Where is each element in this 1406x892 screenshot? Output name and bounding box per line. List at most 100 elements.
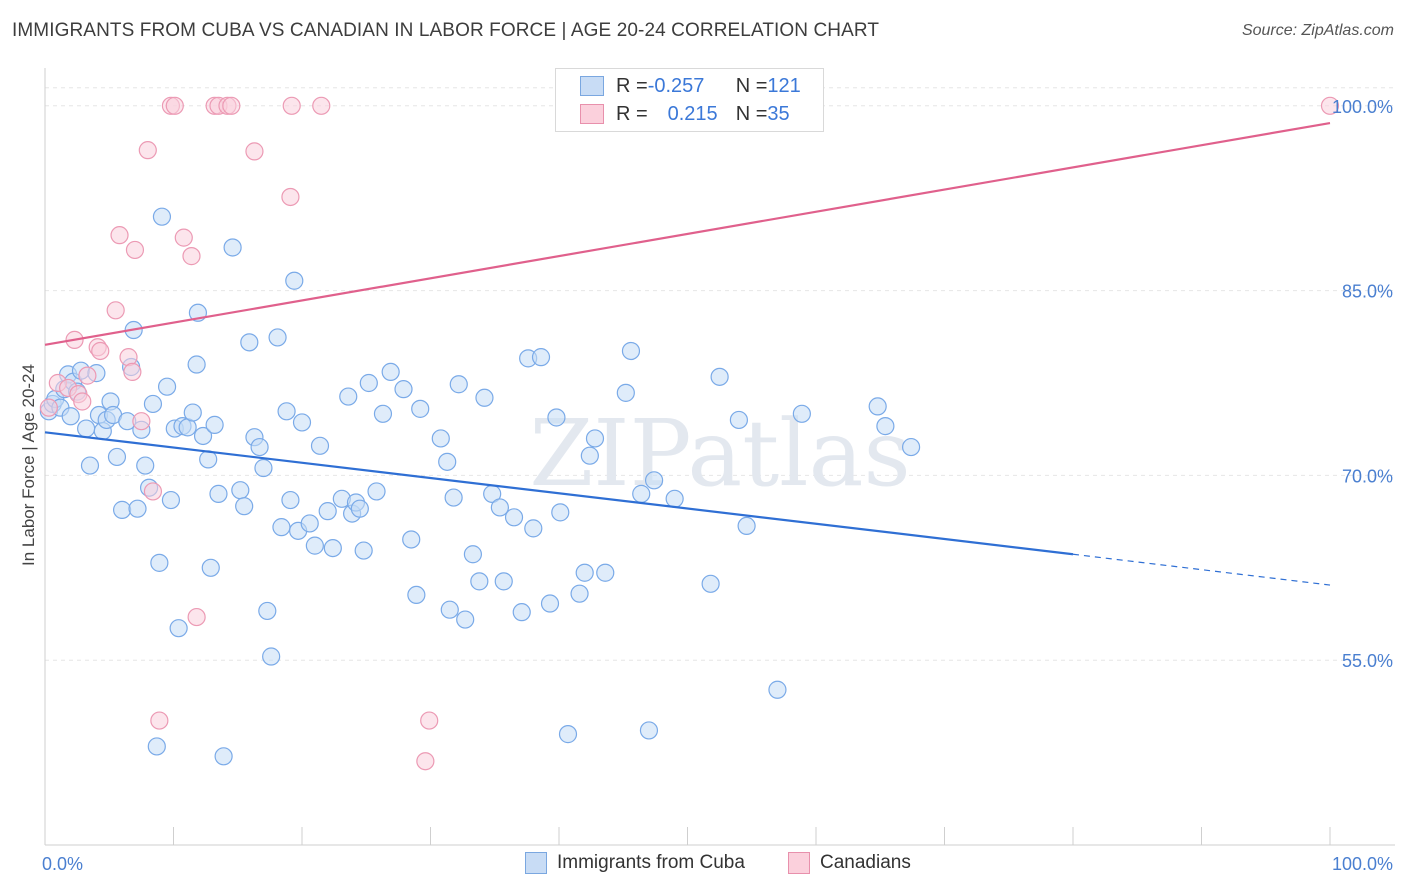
point-cuba — [268, 328, 287, 347]
point-canadians — [39, 398, 58, 417]
point-cuba — [193, 426, 213, 446]
bottom-legend-swatch-canadians — [788, 852, 810, 874]
trend-extension-cuba — [1072, 553, 1331, 586]
point-cuba — [157, 377, 177, 396]
y-tick-label: 85.0% — [1342, 282, 1393, 302]
point-cuba — [901, 437, 921, 457]
point-canadians — [187, 607, 206, 627]
point-cuba — [161, 490, 181, 510]
point-cuba — [300, 514, 319, 533]
point-canadians — [281, 187, 300, 207]
x-tick-label-min: 0.0% — [42, 854, 83, 874]
point-canadians — [182, 247, 201, 266]
point-cuba — [524, 519, 543, 538]
point-cuba — [394, 380, 413, 399]
point-cuba — [701, 574, 720, 593]
point-cuba — [644, 471, 664, 490]
point-canadians — [245, 142, 264, 161]
bottom-legend-cuba: Immigrants from Cuba — [525, 852, 745, 874]
y-tick-label: 70.0% — [1342, 466, 1393, 486]
point-cuba — [512, 603, 531, 622]
bottom-legend-canadians: Canadians — [788, 852, 911, 874]
point-canadians — [174, 228, 193, 247]
point-cuba — [277, 402, 296, 421]
point-cuba — [585, 429, 605, 448]
source-label: Source: ZipAtlas.com — [1241, 22, 1394, 39]
point-cuba — [551, 503, 570, 522]
point-canadians — [73, 392, 92, 411]
point-cuba — [318, 502, 337, 521]
point-cuba — [250, 437, 269, 457]
bottom-legend-label-canadians: Canadians — [820, 852, 911, 873]
point-canadians — [78, 366, 97, 385]
point-canadians — [165, 96, 184, 115]
point-cuba — [183, 403, 202, 422]
point-cuba — [305, 536, 324, 555]
y-tick-label: 55.0% — [1342, 651, 1393, 671]
point-cuba — [223, 238, 242, 257]
point-cuba — [729, 410, 749, 430]
point-cuba — [449, 375, 468, 394]
point-canadians — [123, 362, 142, 382]
point-cuba — [444, 488, 463, 507]
legend-r-label: R = — [616, 74, 648, 97]
y-tick-label: 100.0% — [1332, 97, 1393, 117]
trend-lines — [44, 121, 1331, 586]
point-cuba — [235, 497, 254, 516]
point-cuba — [292, 413, 312, 432]
point-cuba — [431, 429, 450, 448]
point-cuba — [639, 721, 659, 740]
point-canadians — [416, 752, 435, 771]
legend-n-value: 35 — [767, 102, 790, 125]
point-cuba — [504, 508, 524, 527]
point-cuba — [258, 601, 277, 621]
point-canadians — [106, 301, 125, 320]
x-tick-label-max: 100.0% — [1332, 854, 1393, 874]
point-cuba — [407, 585, 426, 605]
point-cuba — [575, 563, 594, 582]
legend-row-cuba: R = -0.257 N = 121 — [580, 73, 801, 99]
point-canadians — [420, 711, 439, 730]
point-canadians — [110, 226, 129, 245]
point-cuba — [152, 207, 172, 226]
point-canadians — [150, 711, 169, 730]
point-cuba — [150, 553, 169, 572]
bottom-legend-swatch-cuba — [525, 852, 547, 874]
point-cuba — [768, 680, 787, 699]
legend-r-value: 0.215 — [667, 102, 718, 125]
point-cuba — [209, 484, 228, 503]
point-cuba — [411, 399, 430, 418]
legend-row-canadians: R = 0.215 N = 35 — [580, 101, 790, 127]
point-cuba — [463, 545, 483, 564]
point-cuba — [240, 333, 259, 352]
point-canadians — [1320, 96, 1340, 115]
legend-swatch-canadians — [580, 104, 604, 124]
point-cuba — [354, 541, 373, 560]
point-cuba — [128, 499, 147, 518]
point-cuba — [547, 408, 566, 427]
point-canadians — [282, 96, 301, 115]
point-cuba — [350, 499, 369, 518]
point-cuba — [61, 407, 80, 426]
point-cuba — [359, 373, 378, 393]
point-cuba — [540, 594, 560, 613]
point-cuba — [143, 394, 163, 414]
point-cuba — [440, 600, 459, 619]
point-cuba — [285, 271, 304, 290]
point-cuba — [868, 397, 887, 416]
point-canadians — [222, 96, 241, 115]
legend-r-label: R = — [616, 102, 648, 125]
point-cuba — [254, 458, 273, 478]
point-cuba — [262, 647, 281, 666]
y-axis-label: In Labor Force | Age 20-24 — [19, 364, 38, 566]
point-cuba — [272, 518, 291, 537]
point-cuba — [187, 355, 206, 374]
legend-r-value: -0.257 — [647, 74, 705, 97]
series-points-canadians — [39, 96, 1340, 771]
point-cuba — [570, 584, 589, 603]
point-cuba — [107, 447, 127, 467]
point-cuba — [205, 415, 224, 434]
legend-n-label: N = — [735, 102, 768, 125]
point-canadians — [125, 240, 145, 260]
